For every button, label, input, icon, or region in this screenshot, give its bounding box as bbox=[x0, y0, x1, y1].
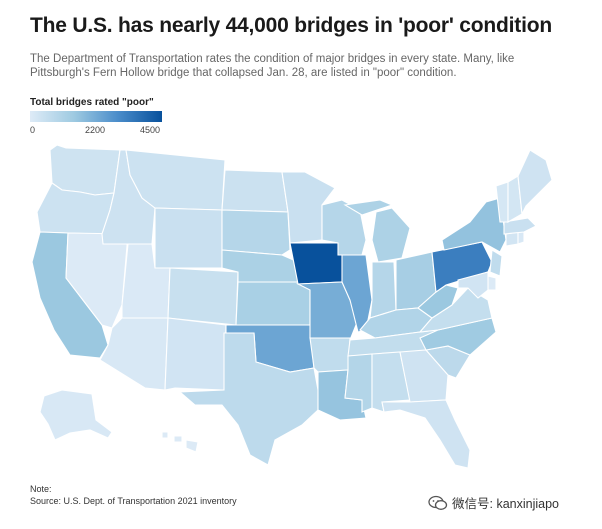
state-wyoming bbox=[154, 207, 223, 269]
legend-tick-max: 4500 bbox=[140, 125, 161, 135]
state-alaska bbox=[39, 389, 113, 441]
note-label: Note: bbox=[30, 484, 52, 494]
legend-tick-min: 0 bbox=[30, 125, 36, 135]
state-indiana bbox=[369, 261, 397, 319]
watermark: 微信号: kanxinjiapo bbox=[428, 493, 559, 512]
state-colorado bbox=[167, 267, 239, 326]
state-north-dakota bbox=[221, 169, 289, 213]
state-michigan bbox=[343, 199, 411, 263]
state-new-mexico bbox=[164, 317, 227, 391]
wechat-icon bbox=[428, 495, 448, 510]
state-massachusetts bbox=[503, 217, 537, 235]
state-new-jersey bbox=[489, 249, 503, 277]
legend-title: Total bridges rated "poor" bbox=[30, 97, 154, 108]
state-iowa bbox=[289, 242, 346, 285]
state-arizona bbox=[99, 317, 169, 391]
state-south-dakota bbox=[221, 209, 291, 256]
state-kansas bbox=[235, 281, 311, 326]
legend-tick-mid: 2200 bbox=[85, 125, 106, 135]
legend-gradient-bar bbox=[30, 111, 162, 122]
state-maine bbox=[517, 149, 553, 216]
state-maryland bbox=[457, 271, 489, 299]
state-washington bbox=[49, 144, 121, 196]
state-delaware bbox=[487, 275, 497, 291]
state-new-york bbox=[441, 197, 507, 253]
state-hawaii bbox=[161, 431, 199, 453]
chart-subtitle: The Department of Transportation rates t… bbox=[30, 53, 515, 79]
state-florida bbox=[381, 399, 471, 469]
source-line: Source: U.S. Dept. of Transportation 202… bbox=[30, 496, 237, 506]
state-rhode-island bbox=[517, 231, 525, 245]
state-georgia bbox=[399, 349, 449, 403]
state-arkansas bbox=[309, 337, 351, 373]
watermark-text: 微信号: kanxinjiapo bbox=[452, 497, 559, 511]
us-choropleth-map bbox=[31, 144, 553, 469]
chart-title: The U.S. has nearly 44,000 bridges in 'p… bbox=[30, 14, 552, 37]
state-texas bbox=[178, 332, 319, 466]
